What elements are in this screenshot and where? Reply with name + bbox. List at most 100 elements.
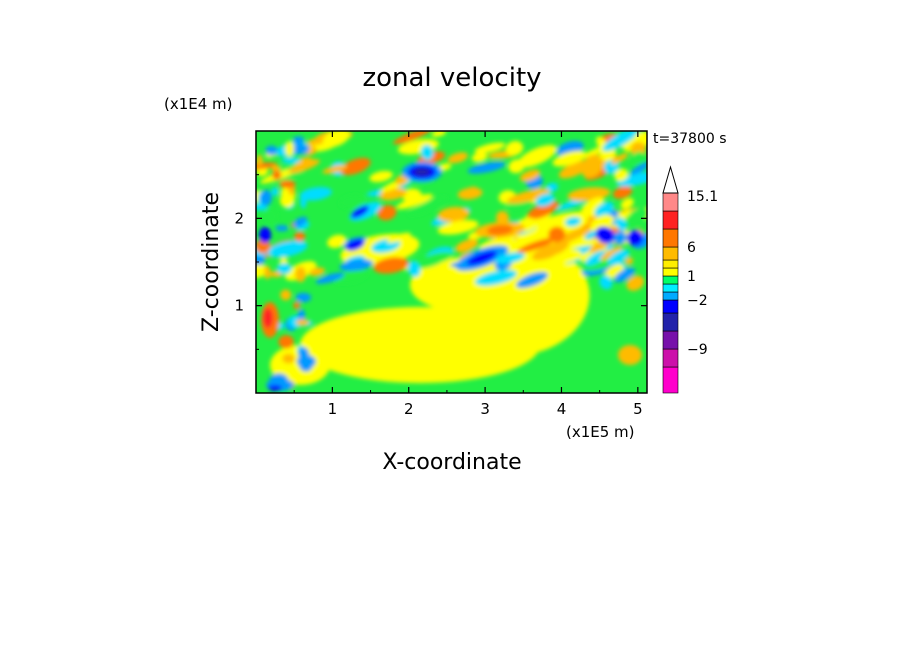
field-texture-blob [531, 241, 570, 261]
colorbar-extend-top [662, 165, 679, 194]
x-scale-label: (x1E5 m) [566, 423, 635, 441]
field-texture-blob [285, 141, 294, 157]
field-texture-blob [615, 217, 627, 232]
field-texture-blob [264, 207, 278, 224]
field-texture-blob [271, 187, 279, 197]
field-texture-blob [420, 144, 434, 161]
colorbar-bin [662, 275, 679, 285]
field-texture-blob [297, 309, 306, 322]
field-texture-blob [517, 237, 555, 254]
colorbar-bin [662, 299, 679, 314]
field-texture-blob [291, 144, 310, 155]
field-feature-high-mid [487, 224, 513, 236]
field-feature-low-top [414, 168, 430, 176]
y-axis-ticks: 12 [234, 174, 647, 350]
colorbar-bin [662, 348, 679, 368]
x-tick-label: 3 [480, 400, 490, 418]
field-texture-blob [386, 232, 411, 244]
field-texture-blob [396, 194, 434, 210]
field-texture-blob [275, 225, 289, 232]
field-feature [495, 252, 525, 264]
field-texture-blob [300, 193, 307, 209]
field-texture-blob [545, 182, 559, 193]
colorbar-label: 1 [687, 269, 696, 285]
field-texture-blob [447, 152, 468, 164]
field-texture-blob [565, 216, 581, 227]
field-texture-blob [295, 292, 312, 303]
field-texture-blob [279, 193, 295, 208]
field-texture-blob [256, 154, 263, 167]
field-texture-blob [496, 210, 509, 226]
colorbar-label: 6 [687, 240, 696, 256]
field-texture-blob [556, 249, 582, 263]
field-feature [618, 345, 642, 365]
y-axis-label: Z-coordinate [199, 192, 224, 332]
field-texture-blob [626, 275, 645, 291]
field-feature-low-right [627, 230, 643, 246]
field-texture-blob [280, 289, 292, 301]
field-texture-blob [299, 187, 332, 201]
colorbar-bin [662, 192, 679, 212]
colorbar-bin [662, 228, 679, 248]
field-texture-blob [585, 250, 608, 266]
colorbar-label: −9 [687, 342, 708, 358]
field-texture-blob [517, 145, 557, 168]
x-tick-label: 2 [404, 400, 414, 418]
field-texture-blob [260, 189, 272, 206]
colorbar-label: −2 [687, 293, 708, 309]
field-texture-blob [614, 168, 629, 182]
field-texture-blob [581, 197, 605, 213]
colorbar-label: 15.1 [687, 189, 718, 205]
field-texture-blob [266, 240, 308, 258]
y-tick-label: 2 [234, 209, 244, 227]
field-texture-blob [279, 180, 296, 189]
field-texture-blob [599, 275, 613, 290]
field-texture-blob [437, 219, 479, 235]
field-texture-blob [421, 251, 454, 264]
field-texture-blob [281, 157, 301, 164]
colorbar-bin [662, 330, 679, 350]
x-tick-label: 1 [328, 400, 338, 418]
field-texture-blob [527, 201, 559, 220]
field-feature [345, 239, 365, 251]
field-texture-blob [478, 234, 518, 249]
field-texture-blob [395, 175, 408, 186]
field-texture-blob [471, 152, 488, 163]
field-texture-blob [369, 170, 393, 183]
field-texture-blob [516, 272, 548, 289]
field-texture-blob [322, 164, 348, 174]
field-texture-blob [630, 151, 646, 164]
field-texture-blob [620, 198, 634, 209]
field-texture-blob [600, 246, 623, 261]
field-feature-low-right [595, 226, 615, 244]
field-texture-blob [613, 267, 636, 283]
field-texture-blob [298, 347, 309, 361]
field-texture-blob [282, 353, 295, 364]
field-texture-blob [264, 265, 271, 280]
field-texture-blob [625, 207, 647, 226]
field-texture-blob [612, 186, 633, 199]
field-texture-blob [508, 159, 525, 174]
field-texture-blob [295, 319, 310, 326]
field-texture-blob [589, 214, 612, 232]
field-texture-blob [584, 229, 600, 240]
field-texture-blob [438, 163, 452, 171]
colorbar-bin [662, 283, 679, 293]
field-texture-blob [265, 145, 278, 156]
field-texture-blob [607, 249, 630, 265]
field-texture-blob [455, 239, 479, 253]
field-texture-blob [256, 162, 278, 170]
field-texture-blob [582, 161, 603, 178]
field-texture-blob [519, 169, 541, 182]
field-feature [263, 308, 273, 328]
field-texture-blob [467, 161, 506, 174]
heatmap-field [256, 131, 647, 393]
field-texture-blob [278, 335, 294, 349]
field-texture-blob [392, 131, 432, 145]
field-texture-blob [505, 140, 524, 156]
field-texture-blob [271, 165, 281, 172]
x-axis-label: X-coordinate [382, 450, 521, 475]
field-texture-blob [377, 205, 397, 221]
field-texture-blob [339, 194, 366, 209]
